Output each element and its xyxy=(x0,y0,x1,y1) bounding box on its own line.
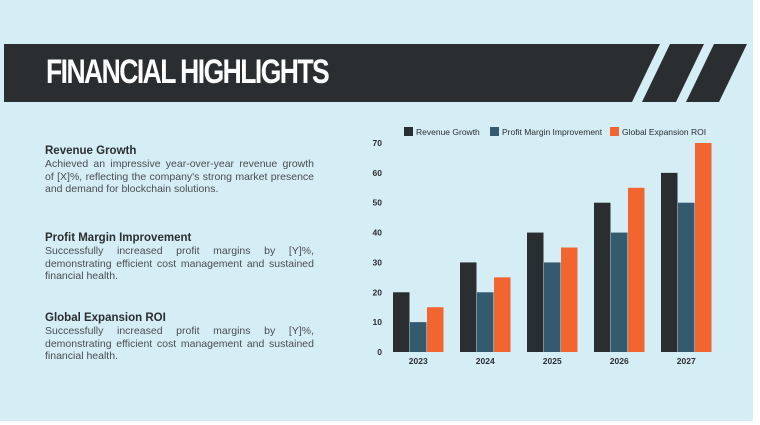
x-tick-label: 2027 xyxy=(677,356,696,366)
bar xyxy=(494,277,511,352)
y-tick-label: 10 xyxy=(373,317,383,327)
bar xyxy=(611,232,628,352)
bar xyxy=(527,232,544,352)
section-revenue-growth: Revenue Growth Achieved an impressive ye… xyxy=(45,144,314,196)
section-global-expansion: Global Expansion ROI Successfully increa… xyxy=(45,311,314,363)
bar xyxy=(477,292,494,352)
bar xyxy=(628,187,645,352)
legend-label: Profit Margin Improvement xyxy=(502,127,603,137)
section-heading: Global Expansion ROI xyxy=(45,312,166,324)
legend-label: Revenue Growth xyxy=(416,127,480,137)
y-tick-label: 60 xyxy=(373,168,383,178)
bar xyxy=(594,202,611,352)
x-tick-label: 2025 xyxy=(543,356,562,366)
bar xyxy=(695,143,712,352)
bar xyxy=(427,307,444,352)
section-body: Successfully increased profit margins by… xyxy=(45,245,314,282)
page-title: FINANCIAL HIGHLIGHTS xyxy=(46,53,330,91)
section-body: Successfully increased profit margins by… xyxy=(45,325,314,362)
y-tick-label: 0 xyxy=(377,347,382,357)
section-heading: Revenue Growth xyxy=(45,145,137,157)
bar-chart: 0 10 20 30 40 50 60 70 2023 2024 2025 2026 2027 Reven… xyxy=(373,127,712,366)
legend-label: Global Expansion ROI xyxy=(622,127,706,137)
y-tick-label: 20 xyxy=(373,287,383,297)
legend-swatch xyxy=(404,127,413,136)
bar xyxy=(544,262,561,352)
section-profit-margin: Profit Margin Improvement Successfully i… xyxy=(45,231,314,283)
stripe-decoration xyxy=(642,44,747,102)
y-tick-label: 40 xyxy=(373,228,383,238)
bar xyxy=(410,322,427,352)
y-tick-label: 50 xyxy=(373,198,383,208)
x-tick-label: 2023 xyxy=(409,356,428,366)
legend-swatch xyxy=(490,127,499,136)
section-heading: Profit Margin Improvement xyxy=(45,232,192,244)
x-tick-label: 2026 xyxy=(610,356,629,366)
y-tick-label: 70 xyxy=(373,138,383,148)
section-body: Achieved an impressive year-over-year re… xyxy=(45,158,314,195)
legend-swatch xyxy=(610,127,619,136)
bar xyxy=(561,247,578,352)
bar xyxy=(460,262,477,352)
bar xyxy=(678,202,695,352)
bar xyxy=(661,172,678,352)
y-tick-label: 30 xyxy=(373,257,383,267)
x-tick-label: 2024 xyxy=(476,356,495,366)
bar xyxy=(393,292,410,352)
